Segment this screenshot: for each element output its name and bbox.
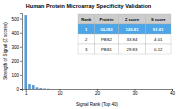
tick: 300 [11, 45, 22, 50]
tick: 20 [95, 89, 101, 96]
table-text: 0.12 [154, 47, 163, 52]
tick-label: 0 [16, 87, 19, 92]
axis-line [20, 14, 23, 90]
tick-label: 10 [57, 91, 63, 96]
tick: 10 [57, 89, 63, 96]
tick-label: 40 [170, 91, 176, 96]
table-cell [78, 24, 95, 34]
table-text: 4.01 [154, 37, 163, 42]
table-text: 2 [85, 37, 88, 42]
bar [28, 84, 31, 89]
table-text: GLIS3 [100, 27, 113, 32]
table-text: Z score [125, 17, 140, 22]
tick-label: 300 [11, 45, 19, 50]
title: Human Protein Microarray Specificity Val… [26, 3, 152, 9]
table-text: S score [151, 17, 166, 22]
tick-label: 200 [11, 59, 19, 64]
tick-mark [20, 89, 22, 90]
tick: 0 [16, 87, 22, 92]
tick-mark [20, 33, 22, 34]
tick-mark [20, 75, 22, 76]
table-cell [95, 14, 119, 24]
bar [39, 88, 42, 89]
tick-label: 1 [25, 91, 28, 96]
tick: 200 [11, 59, 22, 64]
table-text: 33.84 [127, 37, 138, 42]
tick-label: 500 [11, 17, 19, 22]
tick-label: 20 [95, 91, 101, 96]
table-text: 29.83 [127, 47, 138, 52]
table-cell [95, 24, 119, 34]
tick: 1 [25, 89, 28, 96]
table-text: PBS2 [101, 37, 113, 42]
table-cell [78, 44, 95, 54]
tick: 500 [11, 17, 22, 22]
table-text: 1 [85, 27, 88, 32]
tick: 40 [170, 89, 176, 96]
table-cell [119, 14, 146, 24]
table-text: 126.81 [125, 27, 139, 32]
table-text: 3 [85, 47, 88, 52]
bar [24, 15, 27, 89]
tick: 400 [11, 31, 22, 36]
table-text: 91.81 [153, 27, 164, 32]
tick-label: 30 [132, 91, 138, 96]
table-cell [95, 34, 119, 44]
tick: 100 [11, 73, 22, 78]
table-text: Rank [81, 17, 92, 22]
table-cell [119, 44, 146, 54]
table-cell [146, 34, 172, 44]
y-axis-label: Strength of Signal (Z scores) [3, 22, 8, 80]
table: Rank Protein Z score S score 1 GLIS3 126.81 91.… [78, 14, 171, 54]
table-cell [78, 34, 95, 44]
table-cell [146, 14, 172, 24]
y-axis: 0 100 200 300 400 500 [11, 14, 22, 92]
table-cell [119, 24, 146, 34]
chart: 1102030400100200300400500RankProteinZ sc… [0, 0, 177, 109]
bars [24, 15, 49, 89]
tick-label: 400 [11, 31, 19, 36]
x-axis: 1 10 20 30 40 [23, 89, 176, 96]
tick-label: 100 [11, 73, 19, 78]
tick-mark [20, 61, 22, 62]
table-cell [119, 34, 146, 44]
bar [32, 85, 35, 89]
table-text: Protein [100, 17, 114, 22]
table-cell [95, 44, 119, 54]
plot-area: 1102030400100200300400500RankProteinZ sc… [11, 14, 175, 97]
table-cell [146, 24, 172, 34]
bar [36, 87, 39, 89]
tick-mark [20, 47, 22, 48]
table-text: PBS1 [101, 47, 113, 52]
tick-mark [20, 19, 22, 20]
table-cell [78, 14, 95, 24]
table-cell [146, 44, 172, 54]
tick: 30 [132, 89, 138, 96]
x-axis-label: Signal Rank (Top 40) [76, 102, 119, 107]
bar [43, 88, 46, 89]
bar [47, 88, 50, 89]
